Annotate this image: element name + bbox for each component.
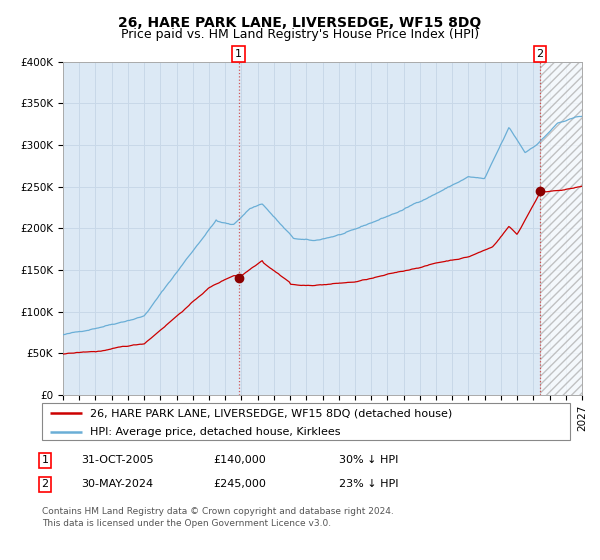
Text: 30% ↓ HPI: 30% ↓ HPI (339, 455, 398, 465)
Text: 23% ↓ HPI: 23% ↓ HPI (339, 479, 398, 489)
Bar (540, 62, 582, 395)
Text: 26, HARE PARK LANE, LIVERSEDGE, WF15 8DQ (detached house): 26, HARE PARK LANE, LIVERSEDGE, WF15 8DQ… (89, 408, 452, 418)
Text: 1: 1 (41, 455, 49, 465)
Text: 30-MAY-2024: 30-MAY-2024 (81, 479, 153, 489)
Text: 2: 2 (536, 49, 544, 59)
Text: £245,000: £245,000 (213, 479, 266, 489)
Text: 1: 1 (235, 49, 242, 59)
Text: £140,000: £140,000 (213, 455, 266, 465)
Text: HPI: Average price, detached house, Kirklees: HPI: Average price, detached house, Kirk… (89, 427, 340, 437)
Text: 31-OCT-2005: 31-OCT-2005 (81, 455, 154, 465)
Text: 2: 2 (41, 479, 49, 489)
Text: 26, HARE PARK LANE, LIVERSEDGE, WF15 8DQ: 26, HARE PARK LANE, LIVERSEDGE, WF15 8DQ (118, 16, 482, 30)
Text: Price paid vs. HM Land Registry's House Price Index (HPI): Price paid vs. HM Land Registry's House … (121, 28, 479, 41)
FancyBboxPatch shape (42, 403, 570, 440)
Text: Contains HM Land Registry data © Crown copyright and database right 2024.
This d: Contains HM Land Registry data © Crown c… (42, 507, 394, 528)
